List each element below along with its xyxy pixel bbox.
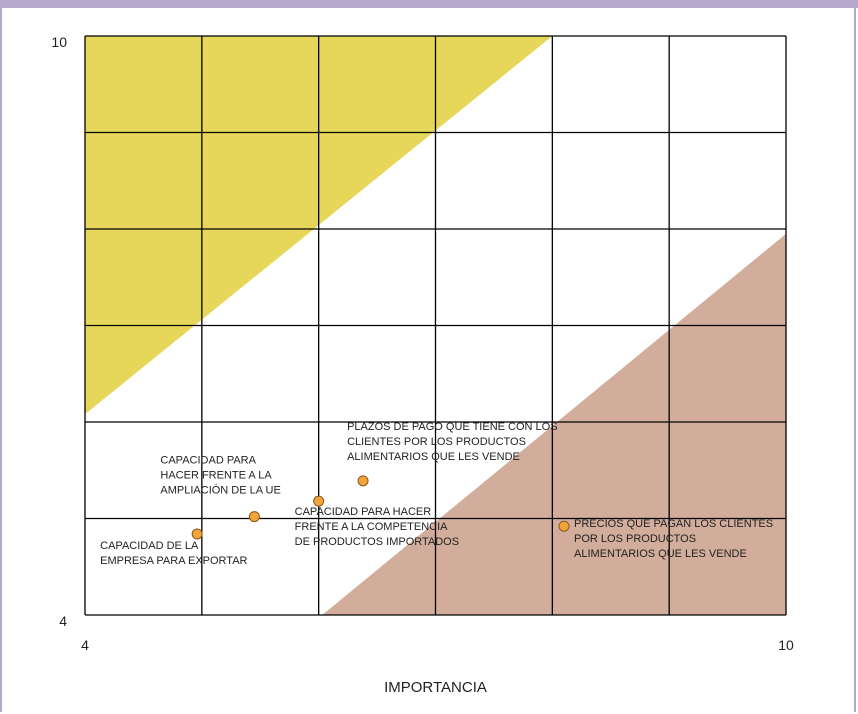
data-point [558,520,570,532]
data-point-label-line: CAPACIDAD DE LA [100,540,199,552]
y-tick-label-bottom: 4 [59,613,67,629]
data-point-label-line: ALIMENTARIOS QUE LES VENDE [347,451,520,463]
data-point [191,528,203,540]
data-point-label-line: CLIENTES POR LOS PRODUCTOS [347,436,526,448]
data-point-label: CAPACIDAD DE LA EMPRESA PARA EXPORTAR [100,540,247,567]
data-point-label-line: EMPRESA PARA EXPORTAR [100,555,247,567]
data-point-label-line: AMPLIACIÓN DE LA UE [160,484,280,497]
data-point-label: PRECIOS QUE PAGAN LOS CLIENTES POR LOS PR… [574,518,773,560]
data-point [248,511,260,523]
top-border [0,0,858,8]
y-tick-label-top: 10 [51,34,67,50]
brown-zone [322,233,786,615]
x-tick-label-left: 4 [81,637,89,653]
data-point-label-line: DE PRODUCTOS IMPORTADOS [295,536,459,548]
data-point-label: CAPACIDAD PARA HACER FRENTE A LA COMPETEN… [295,506,459,548]
data-point-label-line: FRENTE A LA COMPETENCIA [295,521,448,533]
data-point-label-line: CAPACIDAD PARA HACER [295,506,432,518]
data-point [357,475,369,487]
data-point-label-line: PRECIOS QUE PAGAN LOS CLIENTES [574,518,773,530]
data-point-label: CAPACIDAD PARA HACER FRENTE A LA AMPLIACIÓ… [160,455,280,497]
data-point [313,495,325,507]
data-point-label-line: HACER FRENTE A LA [160,470,272,482]
data-point-label-line: ALIMENTARIOS QUE LES VENDE [574,548,747,560]
x-axis-title: IMPORTANCIA [384,679,487,696]
data-point-label-line: CAPACIDAD PARA [160,455,256,467]
x-tick-label-right: 10 [778,637,794,653]
data-point-label-line: PLAZOS DE PAGO QUE TIENE CON LOS [347,421,557,433]
data-point-label: PLAZOS DE PAGO QUE TIENE CON LOS CLIENTES… [347,421,557,463]
data-point-label-line: POR LOS PRODUCTOS [574,533,696,545]
